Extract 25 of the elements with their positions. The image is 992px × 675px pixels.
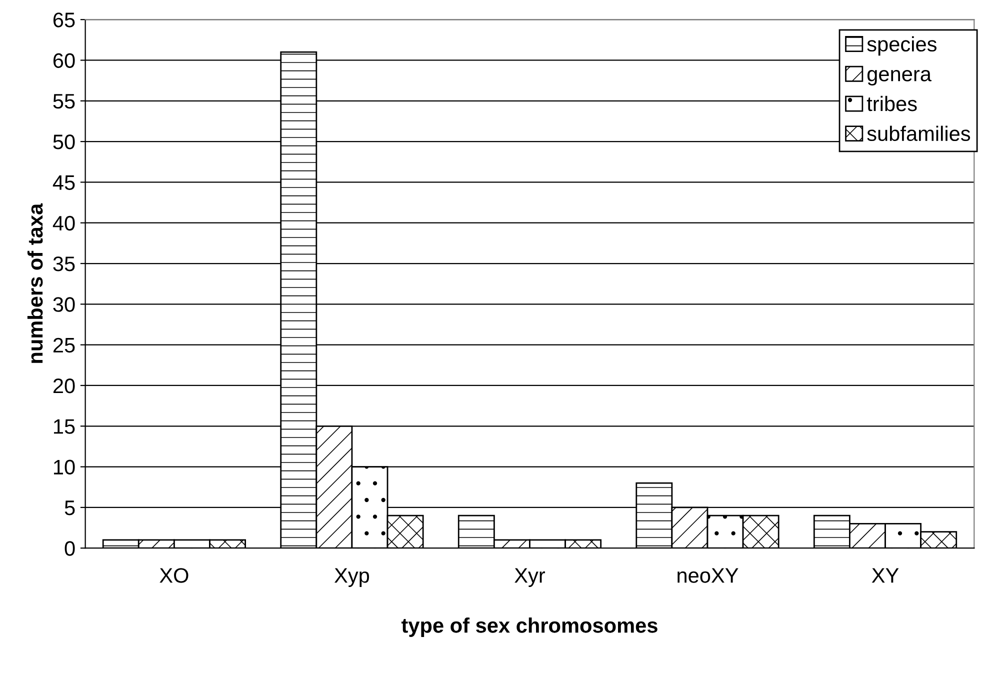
y-tick-label: 45 [52,175,75,190]
y-tick-label: 40 [52,216,75,231]
y-tick-label: 20 [53,378,75,394]
legend-label: species [867,36,936,56]
legend-label: subfamilies [867,126,970,142]
y-tick-label: 55 [53,94,75,109]
y-tick-label: 30 [53,297,75,312]
x-tick-label: XO [160,568,188,583]
y-tick-label: 5 [64,500,75,516]
y-tick-label: 0 [64,541,75,556]
legend-label: tribes [866,96,917,112]
y-axis-title: numbers of taxa [27,203,43,363]
y-tick-label: 35 [53,256,75,272]
legend-label: genera [867,70,932,86]
x-tick-label: XY [872,568,899,583]
y-tick-label: 50 [53,134,75,150]
y-tick-label: 60 [53,53,75,68]
y-tick-label: 65 [53,12,75,28]
x-tick-label: neoXY [678,568,738,583]
y-tick-label: 10 [54,460,75,475]
x-tick-label: Xyr [514,568,546,587]
y-tick-label: 15 [54,419,75,434]
y-tick-label: 25 [53,338,75,353]
x-axis-title: type of sex chromosomes [401,618,658,637]
x-tick-label: Xyp [334,568,370,587]
